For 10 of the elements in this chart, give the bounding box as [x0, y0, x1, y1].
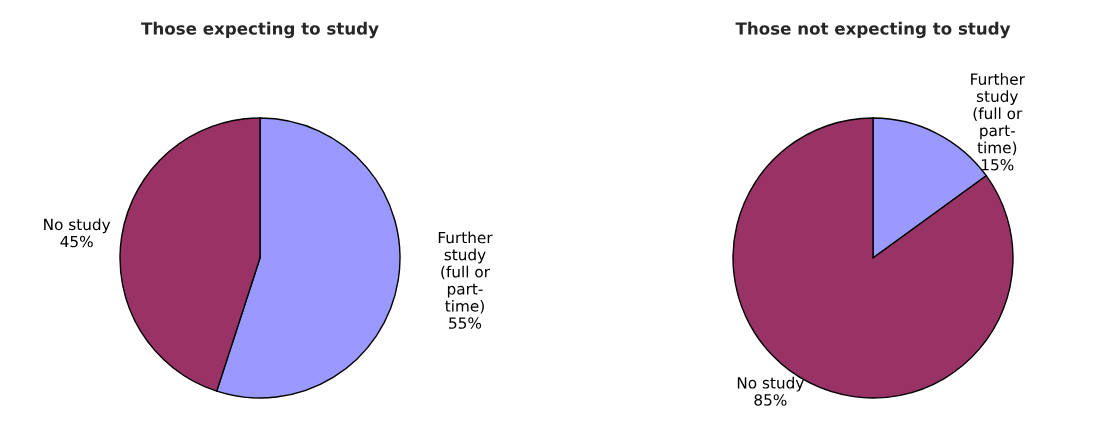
slice-label: No study [44, 218, 111, 234]
data-label: 45% [60, 235, 93, 248]
data-label: 15% [981, 158, 1014, 171]
slice-label: No study [737, 376, 804, 392]
chart-title: Those expecting to study [141, 21, 379, 39]
chart-title: Those not expecting to study [735, 21, 1011, 39]
data-label: 55% [449, 317, 482, 329]
slice-label: Further study (full or part- time) [971, 73, 1025, 156]
data-label: 85% [754, 394, 787, 406]
slice-label: Further study (full or part- time) [438, 231, 493, 314]
